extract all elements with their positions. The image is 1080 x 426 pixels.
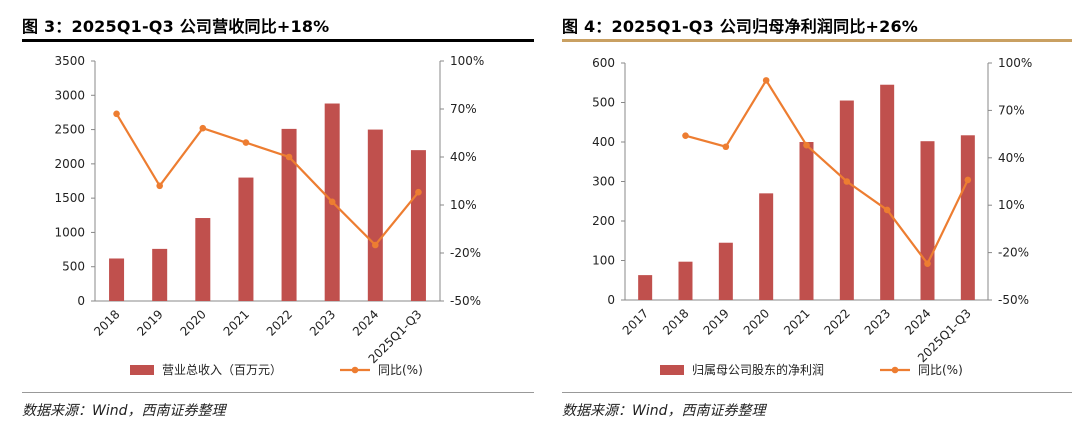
source-note: 数据来源：Wind，西南证券整理 (562, 403, 766, 419)
growth-point (924, 260, 931, 267)
category-label: 2018 (91, 307, 122, 338)
source-divider (22, 392, 534, 393)
growth-point (372, 241, 379, 249)
legend-line-marker (891, 366, 899, 374)
growth-point (415, 188, 422, 196)
left-tick-label: 3500 (54, 54, 85, 68)
left-tick-label: 0 (77, 294, 85, 308)
growth-point (964, 176, 972, 184)
category-label: 2021 (221, 307, 252, 338)
growth-point (242, 139, 250, 146)
category-label: 2020 (177, 307, 208, 338)
title-rule (562, 39, 1072, 42)
left-tick-label: 1000 (54, 225, 85, 239)
left-tick-label: 2500 (54, 123, 85, 137)
bar (195, 218, 211, 301)
category-label: 2022 (821, 306, 852, 337)
left-tick-label: 300 (592, 175, 615, 189)
left-tick-label: 3000 (54, 88, 85, 102)
bar (718, 242, 733, 300)
category-label: 2023 (307, 307, 338, 338)
source-note: 数据来源：Wind，西南证券整理 (22, 403, 226, 419)
right-tick-label: 40% (450, 150, 477, 164)
growth-point (762, 77, 770, 84)
category-label: 2019 (700, 306, 731, 337)
bar (410, 150, 426, 301)
category-label: 2024 (902, 306, 933, 337)
source-divider (562, 392, 1072, 393)
bar (799, 142, 814, 300)
category-label: 2017 (620, 306, 651, 337)
right-tick-label: -50% (998, 293, 1029, 307)
growth-point (883, 206, 891, 214)
growth-point (722, 143, 730, 151)
figure-3-panel: 图 3：2025Q1-Q3 公司营收同比+18% 0 500 1000 1500 200… (22, 17, 534, 419)
growth-point (156, 182, 163, 190)
legend-bar-swatch (660, 365, 684, 375)
growth-point (285, 153, 293, 161)
right-tick-label: -50% (450, 294, 481, 308)
growth-point (328, 198, 336, 206)
bar (960, 135, 975, 300)
growth-point (113, 110, 120, 118)
left-tick-label: 0 (607, 293, 615, 307)
category-label: 2024 (350, 307, 381, 338)
left-tick-label: 500 (592, 96, 615, 110)
legend-line-label: 同比(%) (918, 363, 963, 377)
right-tick-label: 70% (998, 103, 1025, 117)
category-label: 2021 (781, 306, 812, 337)
net-profit-chart: 0 100 200 300 400 500 600 -50% -20% 10% 40% 70% 100%… (592, 56, 1032, 377)
growth-point (843, 178, 851, 185)
left-tick-label: 600 (592, 56, 615, 70)
bar (281, 128, 297, 301)
right-tick-label: 100% (450, 54, 484, 68)
bar (880, 84, 895, 300)
bar (109, 258, 125, 301)
growth-line (685, 78, 969, 266)
growth-point (199, 124, 207, 132)
figure-title: 图 4：2025Q1-Q3 公司归母净利润同比+26% (562, 17, 919, 36)
legend-bar-swatch (130, 365, 154, 375)
category-label: 2018 (660, 306, 691, 337)
legend-line-marker (351, 366, 359, 374)
left-tick-label: 200 (592, 214, 615, 228)
bar (759, 193, 774, 300)
category-label: 2019 (134, 307, 165, 338)
category-label: 2022 (264, 307, 295, 338)
revenue-chart: 0 500 1000 1500 2000 2500 3000 3500 -50% -20% 10% 4… (54, 54, 484, 377)
bar (367, 129, 383, 301)
right-tick-label: 10% (998, 198, 1025, 212)
category-label: 2020 (741, 306, 772, 337)
legend-bar-label: 归属母公司股东的净利润 (692, 362, 824, 377)
right-tick-label: 70% (450, 102, 477, 116)
figure-title: 图 3：2025Q1-Q3 公司营收同比+18% (22, 17, 330, 36)
bar (638, 275, 653, 300)
left-tick-label: 500 (62, 260, 85, 274)
right-tick-label: -20% (450, 246, 481, 260)
right-tick-label: -20% (998, 246, 1029, 260)
left-tick-label: 400 (592, 135, 615, 149)
right-tick-label: 100% (998, 56, 1032, 70)
category-label: 2023 (862, 306, 893, 337)
left-tick-label: 2000 (54, 157, 85, 171)
left-tick-label: 1500 (54, 191, 85, 205)
right-tick-label: 10% (450, 198, 477, 212)
bar (238, 177, 254, 301)
bar (152, 248, 168, 301)
right-tick-label: 40% (998, 151, 1025, 165)
bar (678, 261, 693, 300)
legend-line-label: 同比(%) (378, 363, 423, 377)
left-tick-label: 100 (592, 254, 615, 268)
growth-point (803, 141, 810, 149)
growth-line (115, 113, 420, 247)
growth-point (682, 132, 689, 139)
legend-bar-label: 营业总收入（百万元） (162, 363, 282, 377)
title-rule (22, 39, 534, 42)
figure-4-panel: 图 4：2025Q1-Q3 公司归母净利润同比+26% 0 100 200 300 40… (540, 0, 1080, 426)
bar (920, 141, 935, 300)
bar (839, 100, 854, 301)
